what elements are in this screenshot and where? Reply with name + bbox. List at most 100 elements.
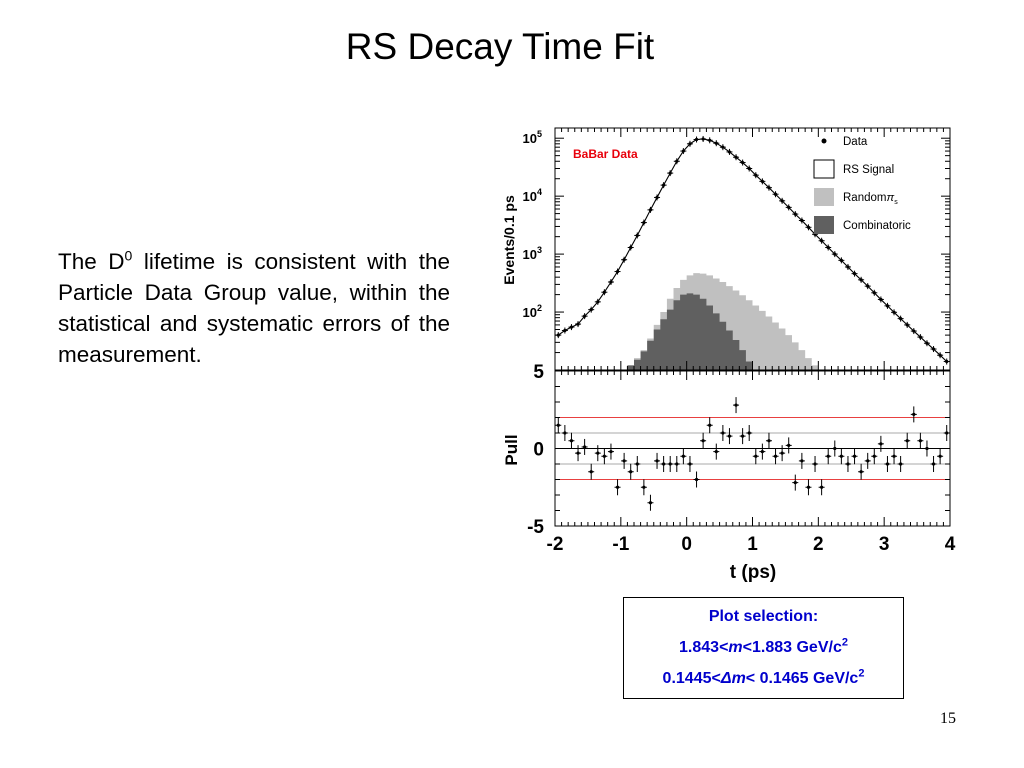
top-y-tick-label: 102 — [523, 303, 542, 320]
pull-point — [918, 439, 922, 443]
pull-point — [563, 431, 567, 435]
delta-mass-cut-low: 0.1445< — [662, 670, 721, 687]
data-point — [615, 269, 620, 274]
pull-point — [701, 439, 705, 443]
x-axis-label: t (ps) — [730, 562, 776, 583]
data-point — [727, 150, 732, 154]
data-point — [899, 317, 903, 321]
top-y-tick-label: 105 — [523, 129, 542, 146]
data-point — [820, 239, 824, 243]
slide-title: RS Decay Time Fit — [345, 26, 655, 67]
pull-point — [912, 412, 916, 416]
pull-point — [800, 459, 804, 463]
legend-label: Combinatoric — [843, 220, 911, 232]
x-tick-label: -2 — [547, 534, 564, 555]
data-point — [879, 297, 883, 302]
x-tick-label: 3 — [879, 534, 890, 555]
pull-point — [806, 485, 811, 489]
data-point — [668, 171, 672, 175]
pull-point — [931, 462, 936, 466]
data-point — [694, 137, 699, 142]
pull-plot-panel: 5 0 -5-2 -1 0 1 2 3 4 — [527, 362, 956, 555]
data-point — [747, 166, 751, 171]
pull-y-tick-label: -5 — [527, 517, 544, 538]
data-point — [648, 208, 653, 212]
pull-point — [826, 454, 830, 458]
data-point — [583, 314, 587, 318]
pull-point — [741, 434, 745, 438]
data-point — [872, 291, 876, 295]
pull-point — [556, 423, 560, 427]
data-point — [721, 145, 725, 149]
x-tick-label: 4 — [945, 534, 956, 555]
mass-variable: m — [728, 639, 743, 656]
delta-mass-variable: Δm — [720, 670, 746, 687]
pull-point — [833, 446, 837, 451]
pull-point — [668, 462, 672, 466]
data-point — [912, 329, 916, 333]
top-plot-panel: 105 104 103 102 Data RS Signal Randomπs Combina… — [523, 127, 951, 371]
data-point — [773, 192, 778, 196]
pull-point — [773, 454, 778, 458]
pull-point — [609, 450, 613, 454]
x-tick-label: -1 — [612, 534, 629, 555]
pull-point — [596, 451, 600, 455]
data-point — [866, 284, 870, 288]
data-point — [708, 138, 712, 142]
data-point — [945, 359, 949, 364]
pull-point — [846, 462, 850, 466]
babar-data-annotation: BaBar Data — [573, 147, 638, 161]
pull-point — [721, 431, 725, 435]
top-y-tick-label: 104 — [523, 187, 542, 204]
pull-point — [905, 439, 909, 443]
pull-point — [820, 485, 824, 489]
pull-point — [615, 485, 620, 489]
mass-cut-low: 1.843< — [679, 639, 729, 656]
pull-point — [727, 434, 732, 438]
legend-swatch — [814, 188, 834, 206]
data-point — [622, 258, 626, 262]
pull-point — [852, 454, 857, 458]
pull-point — [694, 477, 699, 482]
pull-y-tick-label: 5 — [533, 362, 544, 383]
pull-point — [655, 459, 659, 463]
data-point — [767, 186, 771, 190]
data-point — [925, 341, 929, 345]
pull-point — [872, 454, 876, 458]
data-point — [741, 160, 745, 165]
legend-label: Randomπs — [843, 192, 898, 206]
data-point — [938, 353, 942, 357]
data-point — [852, 272, 857, 276]
data-point — [675, 159, 679, 163]
data-point — [635, 233, 639, 238]
delta-mass-unit-exponent: 2 — [858, 667, 865, 680]
body-superscript: 0 — [124, 247, 133, 264]
data-point — [576, 322, 580, 326]
pull-point — [839, 454, 843, 458]
pull-point — [892, 454, 896, 458]
pull-point — [780, 451, 784, 455]
data-point — [892, 310, 896, 314]
pull-point — [925, 446, 929, 451]
top-y-axis-label: Events/0.1 ps — [501, 195, 517, 285]
pull-point — [583, 445, 587, 449]
pull-point — [602, 454, 606, 458]
pull-point — [642, 485, 646, 489]
data-point — [642, 220, 646, 225]
pull-point — [754, 454, 758, 458]
data-point — [846, 265, 850, 269]
data-point — [780, 199, 784, 203]
pull-point — [859, 470, 863, 474]
pull-point — [747, 431, 751, 435]
data-point — [787, 205, 791, 209]
pull-point — [734, 403, 738, 407]
legend-label: RS Signal — [843, 164, 894, 176]
data-point — [754, 173, 758, 177]
data-point — [596, 300, 600, 304]
page-number: 15 — [940, 710, 956, 727]
data-point — [629, 245, 633, 250]
data-point — [931, 347, 936, 351]
combinatoric-histogram — [627, 293, 753, 370]
data-point — [714, 141, 718, 145]
